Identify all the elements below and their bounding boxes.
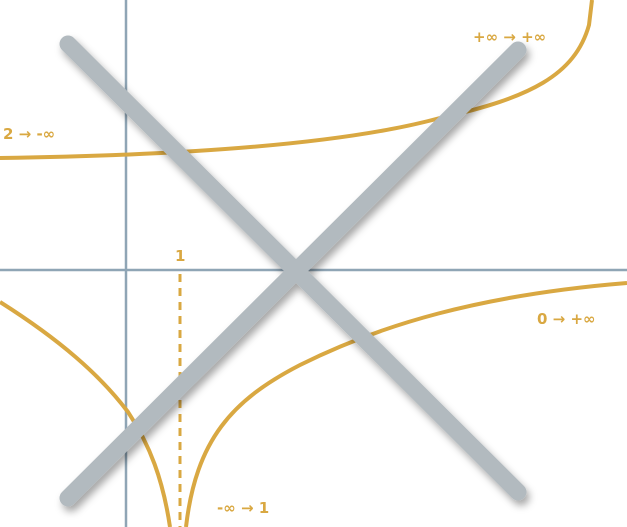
label-top-right: +∞ → +∞ <box>473 28 546 46</box>
cross-out-icon <box>59 35 527 507</box>
label-bottom: -∞ → 1 <box>217 499 269 517</box>
curve-lower-left <box>0 300 172 527</box>
curve-lower-right <box>184 281 627 527</box>
label-asymptote-tick: 1 <box>175 247 185 265</box>
cross-stroke-b <box>59 41 527 507</box>
label-right-middle: 0 → +∞ <box>537 310 596 328</box>
label-left-upper: 2 → -∞ <box>3 125 55 143</box>
curve-upper <box>0 0 594 160</box>
